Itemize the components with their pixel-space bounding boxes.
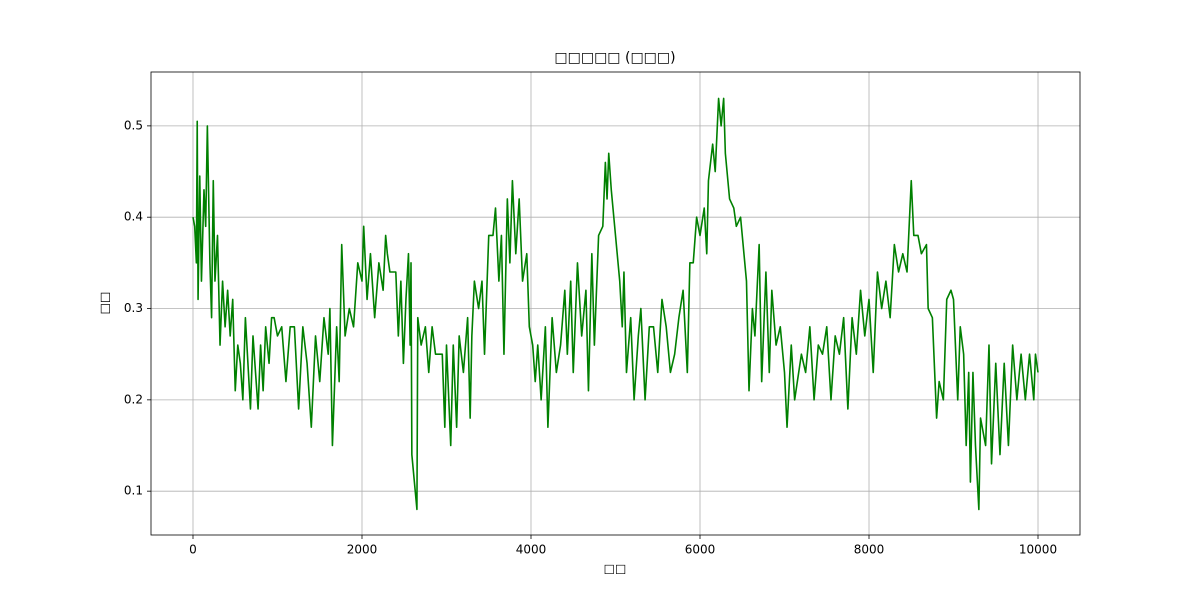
x-tick-label: 10000 — [1019, 543, 1057, 557]
y-tick-label: 0.5 — [124, 118, 143, 132]
y-tick-label: 0.1 — [124, 484, 143, 498]
y-axis-label: □□ — [98, 292, 112, 315]
x-tick-label: 8000 — [854, 543, 885, 557]
x-tick-label: 0 — [189, 543, 197, 557]
y-tick-label: 0.2 — [124, 392, 143, 406]
y-tick-label: 0.4 — [124, 210, 143, 224]
plot — [192, 97, 1039, 511]
y-tick-label: 0.3 — [124, 301, 143, 315]
line-series — [192, 97, 1039, 511]
x-tick-label: 6000 — [685, 543, 716, 557]
x-tick-label: 4000 — [516, 543, 547, 557]
x-axis-label: □□ — [604, 562, 627, 576]
x-tick-label: 2000 — [347, 543, 378, 557]
chart-title: □□□□□ (□□□) — [554, 50, 675, 66]
axes-frame — [150, 71, 1081, 536]
